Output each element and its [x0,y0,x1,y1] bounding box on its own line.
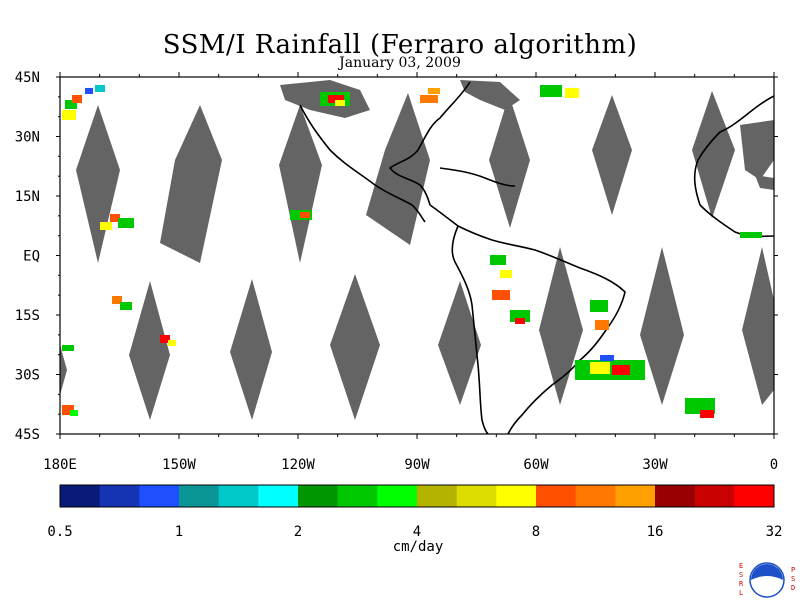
swath-gap [279,105,322,263]
colorbar-cell [337,485,378,507]
rain-south-america [490,255,609,330]
longitude-labels: 180E 150W 120W 90W 60W 30W 0 [43,457,778,473]
coast-south-america-west [451,225,489,435]
noaa-esrl-psd-logo: E S R L NOAA P S D [739,562,795,598]
lat-label: 15N [15,189,40,205]
caribbean-islands [439,167,516,187]
swath-gap [129,281,170,420]
svg-text:P: P [791,566,795,574]
swath-gap [76,105,120,263]
colorbar-border [59,484,775,508]
swath-gap [592,95,632,215]
colorbar-cell [298,485,339,507]
colorbar-cell [60,485,101,507]
map-date: January 03, 2009 [339,55,461,71]
lat-label: 30S [15,368,40,384]
colorbar-unit: cm/day [392,539,444,555]
lat-label: EQ [23,249,40,265]
svg-text:S: S [739,571,743,579]
rain-south-atlantic [575,232,762,418]
svg-text:E: E [739,562,743,570]
lon-label: 0 [770,457,778,473]
coast-north-america-east [388,81,471,206]
coast-south-america-east [429,204,626,435]
swath-gap [330,274,380,420]
coastlines [299,81,775,435]
missing-data-swaths [60,80,774,420]
land-gap [460,80,520,110]
latitude-ticks [56,76,778,435]
swath-gap [438,281,481,405]
colorbar-cell [496,485,537,507]
rain-central-pacific [62,214,176,416]
colorbar-tick-label: 2 [294,524,302,540]
rain-hawaii-north [62,85,105,120]
colorbar-cell [218,485,259,507]
colorbar-cell [139,485,180,507]
colorbar-cell [615,485,656,507]
colorbar-cell [694,485,735,507]
lat-label: 45S [15,427,40,443]
swath-gap [160,105,222,263]
lat-label: 15S [15,308,40,324]
lon-label: 120W [281,457,315,473]
colorbar-cell [536,485,577,507]
land-gap [740,120,774,180]
colorbar-cell [99,485,140,507]
swath-gap [742,247,774,405]
colorbar-cell [417,485,458,507]
svg-text:L: L [739,589,743,597]
colorbar-tick-label: 16 [647,524,664,540]
coast-north-america-west [299,104,426,223]
map-title: SSM/I Rainfall (Ferraro algorithm) [162,30,638,60]
lon-label: 90W [404,457,430,473]
colorbar-labels: 0.5 1 2 4 8 16 32 [47,524,782,540]
swath-gap [640,247,684,405]
colorbar-tick-label: 4 [413,524,421,540]
svg-text:R: R [739,580,744,588]
colorbar-cell [734,485,775,507]
colorbar-tick-label: 1 [175,524,183,540]
colorbar-cell [258,485,299,507]
lat-label: 45N [15,70,40,86]
colorbar-cell [179,485,220,507]
colorbar-tick-label: 32 [766,524,783,540]
swath-gap [230,279,272,420]
latitude-labels: 45N 30N 15N EQ 15S 30S 45S [15,70,40,443]
land-gap [755,175,774,190]
colorbar [60,485,775,507]
swath-gap [692,91,735,218]
lon-label: 60W [523,457,549,473]
colorbar-tick-label: 8 [532,524,540,540]
lon-label: 150W [162,457,196,473]
coast-africa-west [699,204,775,238]
lon-label: 30W [642,457,668,473]
svg-text:NOAA: NOAA [760,577,775,584]
colorbar-cell [655,485,696,507]
swath-gap [60,345,67,395]
longitude-ticks [59,72,775,439]
svg-text:D: D [791,584,795,592]
svg-text:S: S [791,575,795,583]
swath-gap [489,95,530,228]
colorbar-cell [456,485,497,507]
coast-africa-north [693,95,775,206]
colorbar-tick-label: 0.5 [47,524,72,540]
colorbar-cell [575,485,616,507]
lon-label: 180E [43,457,77,473]
swath-gap [539,247,583,405]
rain-east-pacific [290,85,579,220]
colorbar-cell [377,485,418,507]
rainfall-patches [62,85,762,418]
lat-label: 30N [15,130,40,146]
